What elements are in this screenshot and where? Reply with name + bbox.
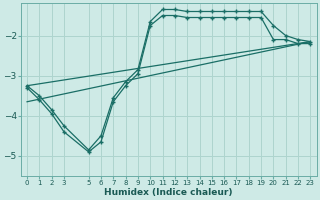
X-axis label: Humidex (Indice chaleur): Humidex (Indice chaleur) xyxy=(104,188,233,197)
